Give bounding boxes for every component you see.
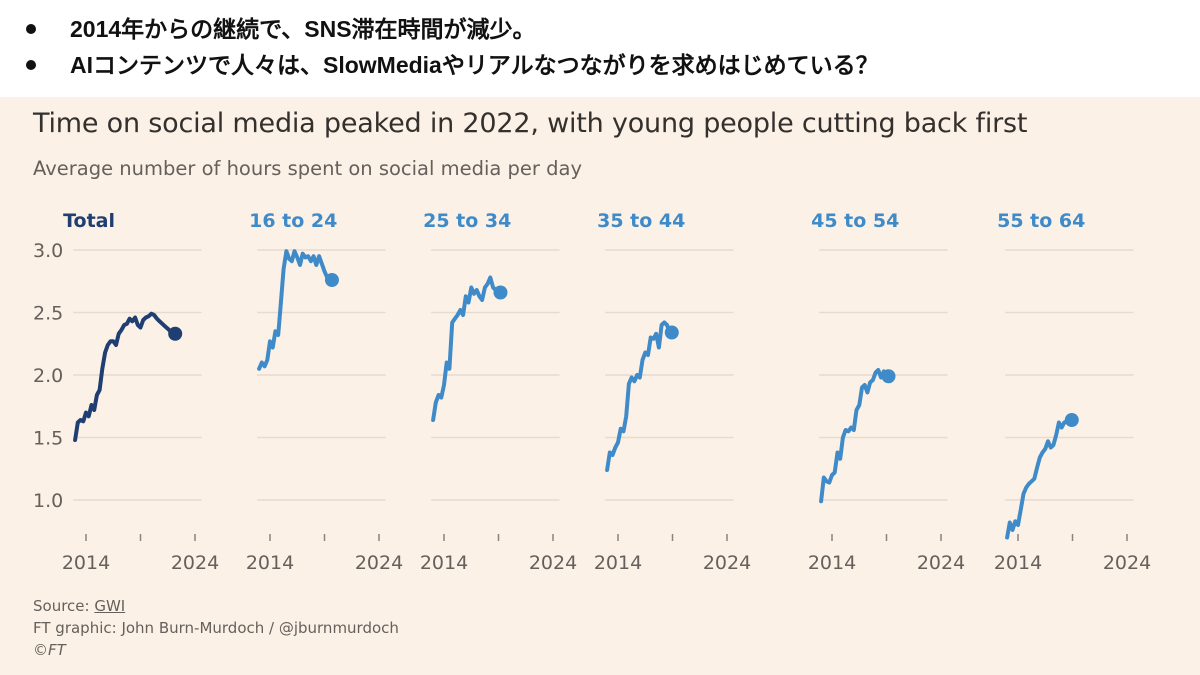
bullet-dot-icon	[26, 23, 36, 34]
x-tick-label: 2024	[171, 552, 219, 574]
x-tick-label: 2024	[355, 552, 403, 574]
x-tick-label: 2014	[594, 552, 642, 574]
credit-line: FT graphic: John Burn-Murdoch / @jburnmu…	[33, 619, 399, 637]
bullet-item: 2014年からの継続で、SNS滞在時間が減少。	[26, 10, 536, 44]
series-end-marker	[1064, 413, 1079, 427]
panel-title: 35 to 44	[597, 210, 685, 232]
panel-title: Total	[63, 210, 115, 232]
x-tick-label: 2024	[917, 552, 965, 574]
series-line-45-to-54	[819, 368, 889, 504]
y-tick-label: 2.0	[33, 365, 63, 387]
panel-title: 25 to 34	[423, 210, 511, 232]
x-tick-label: 2024	[1103, 552, 1151, 574]
chart-title: Time on social media peaked in 2022, wit…	[33, 108, 1028, 139]
bullet-dot-icon	[26, 59, 36, 70]
x-tick-label: 2024	[529, 552, 577, 574]
chart-subtitle: Average number of hours spent on social …	[33, 157, 583, 180]
y-tick-label: 3.0	[33, 240, 63, 262]
series-end-marker	[881, 369, 896, 384]
y-tick-label: 2.5	[33, 303, 63, 325]
x-tick-label: 2014	[62, 552, 110, 574]
bullet-text: AIコンテンツで人々は、SlowMediaやリアルなつながりを求めはじめている？	[70, 52, 879, 78]
panel-title: 55 to 64	[997, 210, 1085, 232]
source-label: Source:	[33, 597, 95, 615]
y-tick-label: 1.5	[33, 428, 63, 450]
series-end-marker	[168, 326, 183, 341]
x-tick-label: 2014	[420, 552, 468, 574]
series-line-55-to-64	[1005, 418, 1072, 540]
x-tick-label: 2024	[703, 552, 751, 574]
slide-bullets: 2014年からの継続で、SNS滞在時間が減少。 AIコンテンツで人々は、Slow…	[0, 0, 1200, 97]
copyright: ©FT	[33, 641, 66, 659]
chart-footer: Source: GWI FT graphic: John Burn-Murdoc…	[33, 595, 399, 661]
x-tick-label: 2014	[246, 552, 294, 574]
source-line: Source: GWI	[33, 595, 399, 617]
panel-title: 16 to 24	[249, 210, 337, 232]
x-tick-label: 2014	[994, 552, 1042, 574]
bullet-item: AIコンテンツで人々は、SlowMediaやリアルなつながりを求めはじめている？	[26, 46, 879, 80]
series-line-25-to-34	[431, 275, 501, 422]
series-line-total	[73, 311, 176, 442]
y-tick-label: 1.0	[33, 490, 63, 512]
x-tick-label: 2014	[808, 552, 856, 574]
panel-title: 45 to 54	[811, 210, 899, 232]
series-end-marker	[324, 273, 339, 287]
source-link[interactable]: GWI	[94, 597, 126, 615]
chart-container: Time on social media peaked in 2022, wit…	[0, 97, 1200, 675]
series-end-marker	[493, 285, 508, 300]
small-multiples-plot: 3.0 2.5 2.0 1.5 1.0 Total 2014 2024 16 to 24 2014…	[33, 210, 1151, 574]
series-line-16-to-24	[257, 249, 332, 371]
bullet-text: 2014年からの継続で、SNS滞在時間が減少。	[70, 16, 536, 42]
series-line-35-to-44	[605, 320, 672, 472]
series-end-marker	[664, 325, 679, 340]
